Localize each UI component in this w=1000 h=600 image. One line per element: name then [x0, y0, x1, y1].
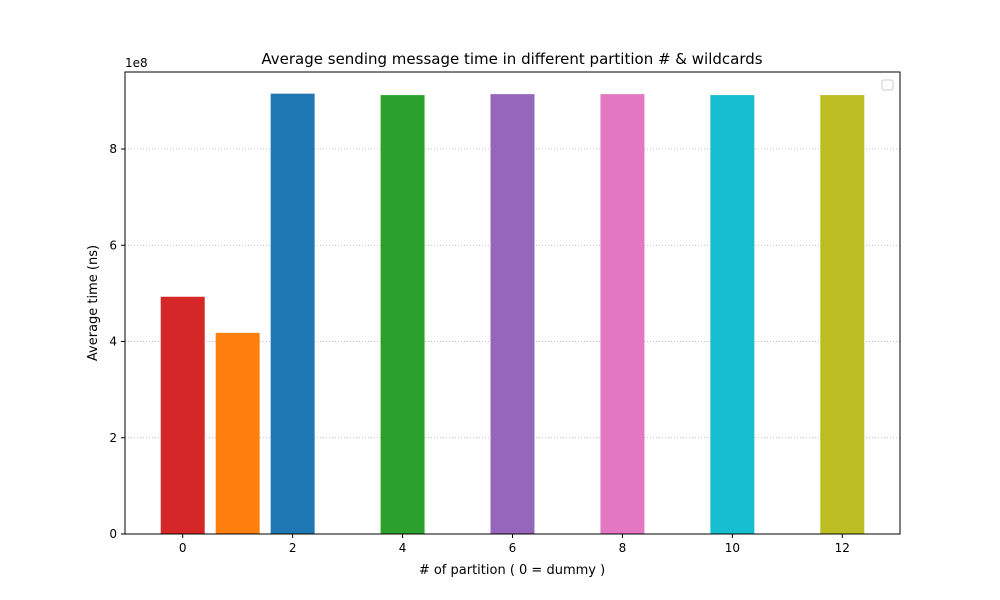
bar: [490, 94, 535, 534]
legend-box: [881, 79, 894, 91]
bar: [160, 296, 205, 534]
x-axis-ticks: 0 2 4 6 8 10 12: [179, 534, 850, 555]
bar: [215, 332, 260, 534]
x-tick-label: 0: [179, 541, 187, 555]
y-tick-label: 2: [109, 431, 117, 445]
bar: [600, 94, 645, 534]
y-offset-label: 1e8: [125, 56, 148, 70]
x-tick-label: 10: [725, 541, 740, 555]
y-tick-label: 0: [109, 527, 117, 541]
chart-title: Average sending message time in differen…: [261, 50, 762, 68]
x-tick-label: 8: [619, 541, 627, 555]
x-tick-label: 4: [399, 541, 407, 555]
y-axis-ticks: 0 2 4 6 8: [109, 142, 125, 541]
y-tick-label: 6: [109, 238, 117, 252]
x-tick-label: 12: [835, 541, 850, 555]
bars: [160, 93, 865, 534]
bar: [820, 95, 865, 534]
y-tick-label: 4: [109, 335, 117, 349]
bar: [380, 95, 425, 534]
y-axis-label: Average time (ns): [86, 245, 101, 361]
bar: [270, 93, 315, 534]
x-tick-label: 2: [289, 541, 297, 555]
y-tick-label: 8: [109, 142, 117, 156]
x-tick-label: 6: [509, 541, 517, 555]
bar: [710, 95, 755, 534]
x-axis-label: # of partition ( 0 = dummy ): [419, 563, 605, 578]
